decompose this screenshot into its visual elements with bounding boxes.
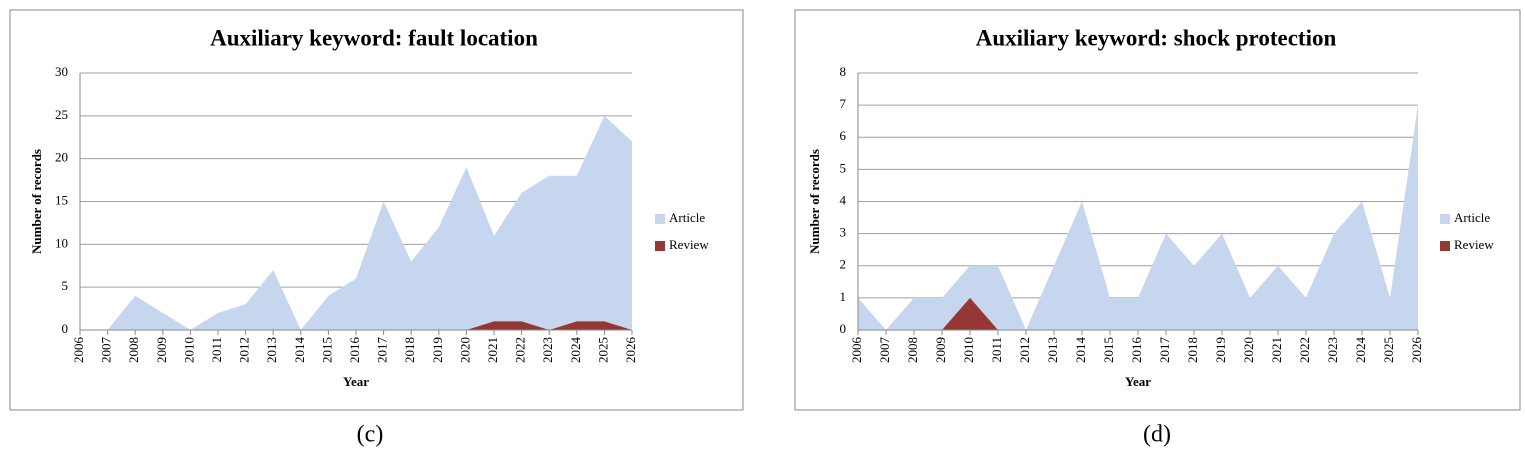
caption: (c) bbox=[357, 422, 384, 448]
area bbox=[858, 297, 1418, 330]
legend-swatch bbox=[1440, 214, 1450, 224]
x-tick-label: 2017 bbox=[1157, 337, 1172, 364]
area bbox=[858, 105, 1418, 330]
legend-label: Review bbox=[669, 237, 709, 252]
x-tick-label: 2012 bbox=[237, 337, 252, 363]
y-tick-label: 15 bbox=[55, 192, 68, 207]
x-tick-label: 2009 bbox=[154, 337, 169, 363]
x-tick-label: 2022 bbox=[1297, 337, 1312, 363]
x-tick-label: 2008 bbox=[905, 337, 920, 363]
y-tick-label: 1 bbox=[840, 289, 847, 304]
legend-label: Article bbox=[669, 210, 705, 225]
chart-title: Auxiliary keyword: fault location bbox=[210, 25, 538, 50]
x-tick-label: 2008 bbox=[126, 337, 141, 363]
y-tick-label: 0 bbox=[62, 321, 69, 336]
x-tick-label: 2025 bbox=[1381, 337, 1396, 363]
legend-label: Review bbox=[1454, 237, 1494, 252]
x-tick-label: 2024 bbox=[568, 337, 583, 364]
y-tick-label: 2 bbox=[840, 257, 847, 272]
x-tick-label: 2015 bbox=[319, 337, 334, 363]
y-axis-title: Number of records bbox=[807, 149, 822, 254]
x-tick-label: 2007 bbox=[99, 337, 114, 364]
legend-swatch bbox=[655, 214, 665, 224]
legend-swatch bbox=[655, 241, 665, 251]
x-tick-label: 2017 bbox=[375, 337, 390, 364]
y-tick-label: 5 bbox=[62, 278, 69, 293]
x-tick-label: 2016 bbox=[347, 337, 362, 364]
x-tick-label: 2010 bbox=[961, 337, 976, 363]
x-tick-label: 2019 bbox=[1213, 337, 1228, 363]
area bbox=[107, 115, 633, 330]
x-tick-label: 2012 bbox=[1017, 337, 1032, 363]
x-tick-label: 2009 bbox=[933, 337, 948, 363]
caption: (d) bbox=[1143, 422, 1171, 448]
y-tick-label: 7 bbox=[840, 96, 847, 111]
x-axis-title: Year bbox=[1125, 374, 1151, 389]
y-tick-label: 4 bbox=[840, 192, 847, 207]
chart-frame bbox=[794, 9, 1521, 411]
x-tick-label: 2022 bbox=[513, 337, 528, 363]
x-tick-label: 2011 bbox=[989, 337, 1004, 363]
x-tick-label: 2014 bbox=[1073, 337, 1088, 364]
x-tick-label: 2021 bbox=[485, 337, 500, 363]
x-tick-label: 2016 bbox=[1129, 337, 1144, 364]
x-tick-label: 2014 bbox=[292, 337, 307, 364]
x-tick-label: 2011 bbox=[209, 337, 224, 363]
y-tick-label: 3 bbox=[840, 225, 847, 240]
x-tick-label: 2025 bbox=[595, 337, 610, 363]
area bbox=[107, 321, 633, 330]
x-tick-label: 2006 bbox=[71, 337, 86, 364]
legend-swatch bbox=[1440, 241, 1450, 251]
x-tick-label: 2013 bbox=[264, 337, 279, 363]
y-tick-label: 10 bbox=[55, 235, 68, 250]
x-tick-label: 2018 bbox=[402, 337, 417, 363]
x-tick-label: 2020 bbox=[457, 337, 472, 363]
x-tick-label: 2010 bbox=[181, 337, 196, 363]
legend-label: Article bbox=[1454, 210, 1490, 225]
y-tick-label: 30 bbox=[55, 64, 68, 79]
x-axis-title: Year bbox=[343, 374, 369, 389]
y-tick-label: 5 bbox=[840, 160, 847, 175]
x-tick-label: 2021 bbox=[1269, 337, 1284, 363]
x-tick-label: 2013 bbox=[1045, 337, 1060, 363]
x-tick-label: 2019 bbox=[430, 337, 445, 363]
x-tick-label: 2023 bbox=[540, 337, 555, 363]
x-tick-label: 2015 bbox=[1101, 337, 1116, 363]
x-tick-label: 2020 bbox=[1241, 337, 1256, 363]
x-tick-label: 2007 bbox=[877, 337, 892, 364]
y-tick-label: 25 bbox=[55, 107, 68, 122]
y-tick-label: 20 bbox=[55, 150, 68, 165]
chart-title: Auxiliary keyword: shock protection bbox=[976, 25, 1337, 50]
y-axis-title: Number of records bbox=[29, 149, 44, 254]
y-tick-label: 0 bbox=[840, 321, 847, 336]
x-tick-label: 2026 bbox=[1409, 337, 1424, 364]
x-tick-label: 2026 bbox=[623, 337, 638, 364]
y-tick-label: 8 bbox=[840, 64, 847, 79]
x-tick-label: 2024 bbox=[1353, 337, 1368, 364]
x-tick-label: 2018 bbox=[1185, 337, 1200, 363]
y-tick-label: 6 bbox=[840, 128, 847, 143]
x-tick-label: 2006 bbox=[849, 337, 864, 364]
x-tick-label: 2023 bbox=[1325, 337, 1340, 363]
